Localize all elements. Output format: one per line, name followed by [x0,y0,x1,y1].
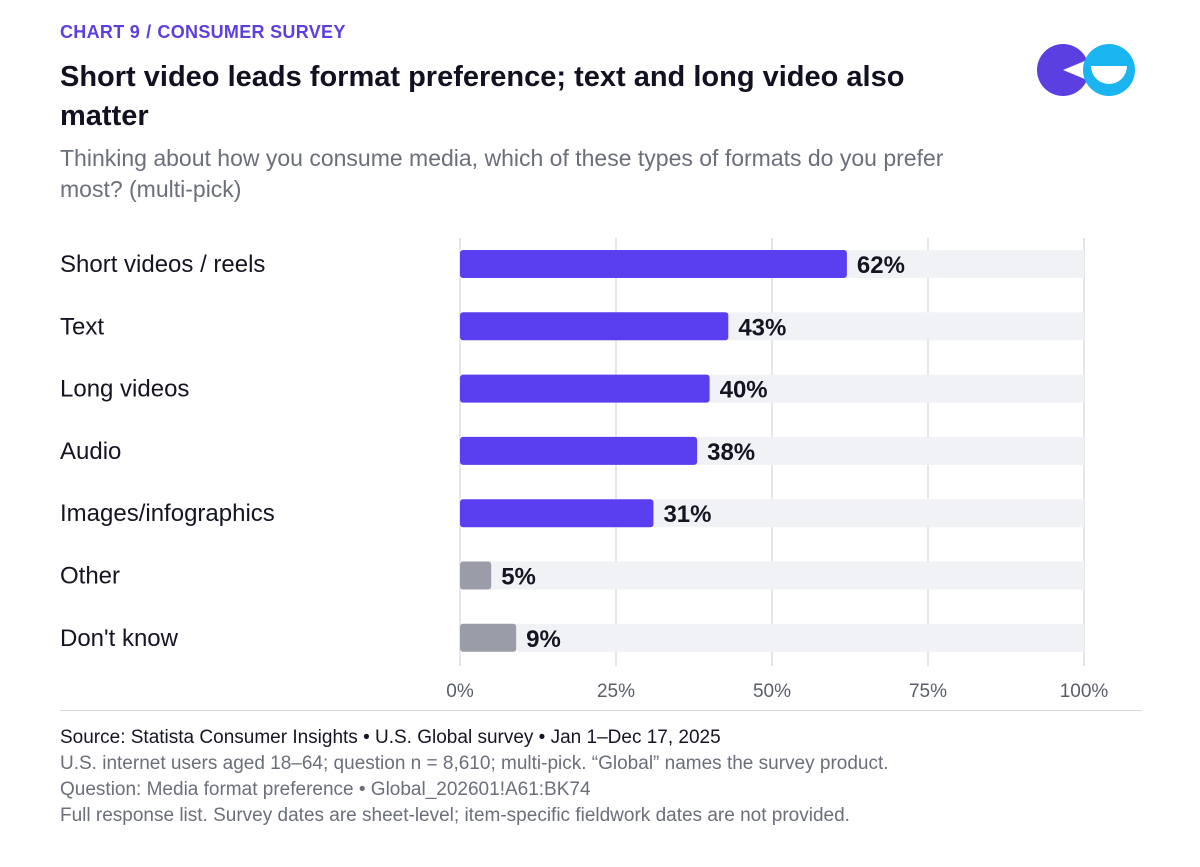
bar [460,499,654,528]
brand-logo [1037,44,1135,96]
source-line: Source: Statista Consumer Insights • U.S… [60,727,721,748]
footer-divider [60,710,1142,711]
x-tick-label: 0% [446,681,474,702]
sample-note: U.S. internet users aged 18–64; question… [60,753,889,774]
chart-kicker: CHART 9/CONSUMER SURVEY [60,22,346,43]
chart-subtitle: Thinking about how you consume media, wh… [60,145,944,202]
chart-title: Short video leads format preference; tex… [60,61,905,132]
value-label: 5% [501,564,536,591]
value-label: 9% [526,626,561,653]
bar [460,312,729,341]
chart-number: CHART 9 [60,22,141,42]
value-label: 40% [720,377,768,404]
bar [460,374,710,403]
value-label: 62% [857,252,905,279]
value-label: 31% [663,501,711,528]
x-tick-label: 50% [753,681,791,702]
chart-category: CONSUMER SURVEY [157,22,346,42]
bar-track [460,623,1084,652]
category-label: Audio [60,438,121,465]
bar [460,561,492,590]
logo-cyan-mark [1083,44,1135,96]
category-label: Long videos [60,376,189,403]
category-label: Other [60,563,120,590]
category-label: Don't know [60,625,179,652]
bar [460,623,517,652]
x-axis: 0% 25% 50% 75% 100% [446,681,1108,702]
value-label: 38% [707,439,755,466]
source-notes: Source: Statista Consumer Insights • U.S… [60,725,1160,829]
bar [460,436,698,465]
x-tick-label: 75% [909,681,947,702]
bars: Short videos / reels 62% Text 43% Long video… [60,250,1084,653]
question-note: Question: Media format preference • Glob… [60,779,591,800]
category-label: Images/infographics [60,500,275,527]
category-label: Text [60,313,104,340]
category-label: Short videos / reels [60,251,265,278]
method-note: Full response list. Survey dates are she… [60,805,850,826]
bar-track [460,561,1084,590]
kicker-separator: / [146,22,152,42]
bar [460,250,847,278]
value-label: 43% [738,314,786,341]
x-tick-label: 25% [597,681,635,702]
x-tick-label: 100% [1060,681,1109,702]
